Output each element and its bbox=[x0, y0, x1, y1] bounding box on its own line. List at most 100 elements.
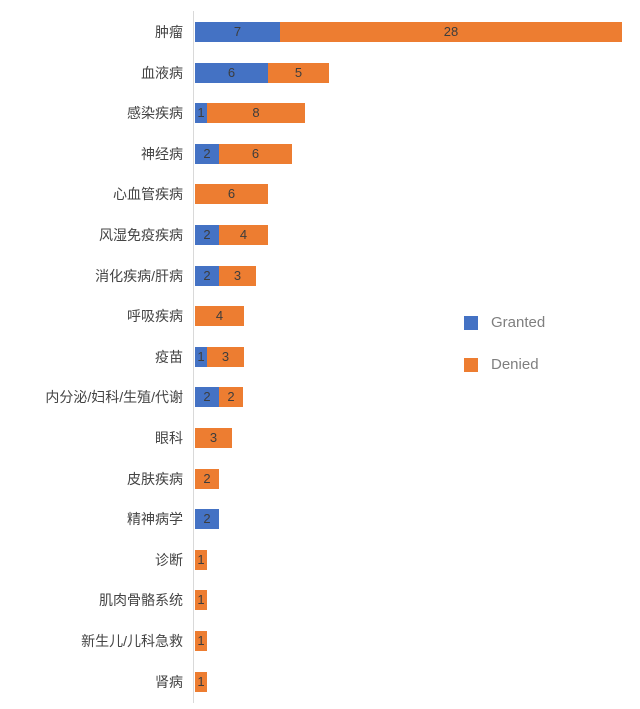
data-label: 3 bbox=[221, 348, 230, 364]
bar-segment-denied: 2 bbox=[195, 468, 219, 489]
category-label: 精神病学 bbox=[127, 511, 183, 528]
bar-group: 1 bbox=[195, 671, 207, 692]
category-label: 皮肤疾病 bbox=[127, 470, 183, 487]
legend-label-granted: Granted bbox=[491, 314, 546, 331]
legend-item-granted: Granted bbox=[464, 314, 545, 331]
bar-segment-denied: 1 bbox=[195, 549, 207, 570]
bar-group: 2 bbox=[195, 509, 219, 530]
chart-row: 肿瘤 7 28 bbox=[0, 22, 640, 42]
data-label: 2 bbox=[203, 470, 211, 486]
bar-segment-granted: 1 bbox=[195, 346, 207, 367]
bar-segment-denied: 1 bbox=[195, 590, 207, 611]
data-label: 5 bbox=[294, 64, 303, 80]
chart-row: 诊断 1 bbox=[0, 549, 640, 570]
chart-row: 心血管疾病 6 bbox=[0, 184, 640, 205]
bar-segment-denied: 4 bbox=[219, 224, 268, 245]
bar-segment-denied: 1 bbox=[195, 630, 207, 651]
bar-segment-granted: 2 bbox=[195, 387, 219, 408]
chart-legend: Granted Denied bbox=[464, 314, 545, 373]
bar-segment-granted: 7 bbox=[195, 22, 280, 42]
data-label: 2 bbox=[203, 145, 211, 161]
category-label: 心血管疾病 bbox=[113, 186, 183, 203]
chart-row: 消化疾病/肝病 2 3 bbox=[0, 265, 640, 286]
granted-swatch-icon bbox=[464, 315, 478, 330]
category-label: 诊断 bbox=[155, 551, 183, 568]
data-label: 1 bbox=[197, 551, 205, 567]
data-label: 3 bbox=[209, 429, 218, 445]
chart-row: 精神病学 2 bbox=[0, 509, 640, 530]
chart-row: 疫苗 1 3 bbox=[0, 346, 640, 367]
chart-row: 神经病 2 6 bbox=[0, 143, 640, 164]
data-label: 2 bbox=[203, 511, 211, 527]
data-label: 6 bbox=[251, 145, 260, 161]
chart-row: 皮肤疾病 2 bbox=[0, 468, 640, 489]
bar-group: 3 bbox=[195, 427, 232, 448]
data-label: 2 bbox=[203, 226, 211, 242]
category-label: 眼科 bbox=[155, 429, 183, 446]
category-label: 肾病 bbox=[155, 673, 183, 690]
legend-label-denied: Denied bbox=[491, 356, 539, 373]
chart-row: 新生儿/儿科急救 1 bbox=[0, 630, 640, 651]
data-label: 7 bbox=[233, 24, 242, 39]
category-label: 呼吸疾病 bbox=[127, 308, 183, 325]
bar-segment-denied: 3 bbox=[195, 427, 232, 448]
bar-segment-granted: 2 bbox=[195, 143, 219, 164]
category-label: 血液病 bbox=[141, 64, 183, 81]
bar-segment-denied: 2 bbox=[219, 387, 243, 408]
data-label: 3 bbox=[233, 267, 242, 283]
bar-segment-denied: 28 bbox=[280, 22, 622, 42]
data-label: 2 bbox=[227, 389, 235, 405]
bar-segment-denied: 3 bbox=[207, 346, 244, 367]
bar-segment-granted: 1 bbox=[195, 103, 207, 124]
chart-row: 呼吸疾病 4 bbox=[0, 306, 640, 327]
chart-row: 肌肉骨骼系统 1 bbox=[0, 590, 640, 611]
category-label: 内分泌/妇科/生殖/代谢 bbox=[45, 389, 183, 406]
bar-group: 6 bbox=[195, 184, 268, 205]
denied-swatch-icon bbox=[464, 357, 478, 372]
bar-segment-denied: 6 bbox=[195, 184, 268, 205]
bar-group: 1 bbox=[195, 549, 207, 570]
legend-item-denied: Denied bbox=[464, 356, 545, 373]
data-label: 6 bbox=[227, 64, 236, 80]
bar-group: 1 bbox=[195, 590, 207, 611]
bar-segment-denied: 6 bbox=[219, 143, 292, 164]
category-axis-line bbox=[193, 11, 194, 703]
bar-segment-denied: 8 bbox=[207, 103, 305, 124]
bar-segment-denied: 3 bbox=[219, 265, 256, 286]
chart-row: 内分泌/妇科/生殖/代谢 2 2 bbox=[0, 387, 640, 408]
data-label: 1 bbox=[197, 348, 205, 364]
chart-row: 感染疾病 1 8 bbox=[0, 103, 640, 124]
chart-row: 眼科 3 bbox=[0, 427, 640, 448]
chart-row: 风湿免疫疾病 2 4 bbox=[0, 224, 640, 245]
data-label: 4 bbox=[239, 226, 248, 242]
data-label: 28 bbox=[443, 24, 459, 39]
data-label: 1 bbox=[197, 592, 205, 608]
data-label: 2 bbox=[203, 267, 211, 283]
bar-segment-denied: 5 bbox=[268, 62, 329, 83]
bar-group: 1 bbox=[195, 630, 207, 651]
data-label: 1 bbox=[197, 105, 205, 121]
bar-segment-granted: 6 bbox=[195, 62, 268, 83]
bar-segment-granted: 2 bbox=[195, 224, 219, 245]
chart-row: 肾病 1 bbox=[0, 671, 640, 692]
data-label: 6 bbox=[227, 186, 236, 202]
chart-row: 血液病 6 5 bbox=[0, 62, 640, 83]
bar-group: 4 bbox=[195, 306, 244, 327]
bar-segment-denied: 1 bbox=[195, 671, 207, 692]
chart-plot-area: 肿瘤 7 28 血液病 6 5 感染疾病 1 8 神经病 2 6 心血管疾病 6 风湿免疫疾病 2 4 消化疾病/… bbox=[0, 22, 640, 709]
bar-segment-granted: 2 bbox=[195, 265, 219, 286]
data-label: 8 bbox=[252, 105, 260, 121]
bar-segment-granted: 2 bbox=[195, 509, 219, 530]
category-label: 神经病 bbox=[141, 145, 183, 162]
data-label: 1 bbox=[197, 632, 205, 648]
category-label: 肿瘤 bbox=[155, 24, 183, 40]
category-label: 新生儿/儿科急救 bbox=[81, 632, 183, 649]
